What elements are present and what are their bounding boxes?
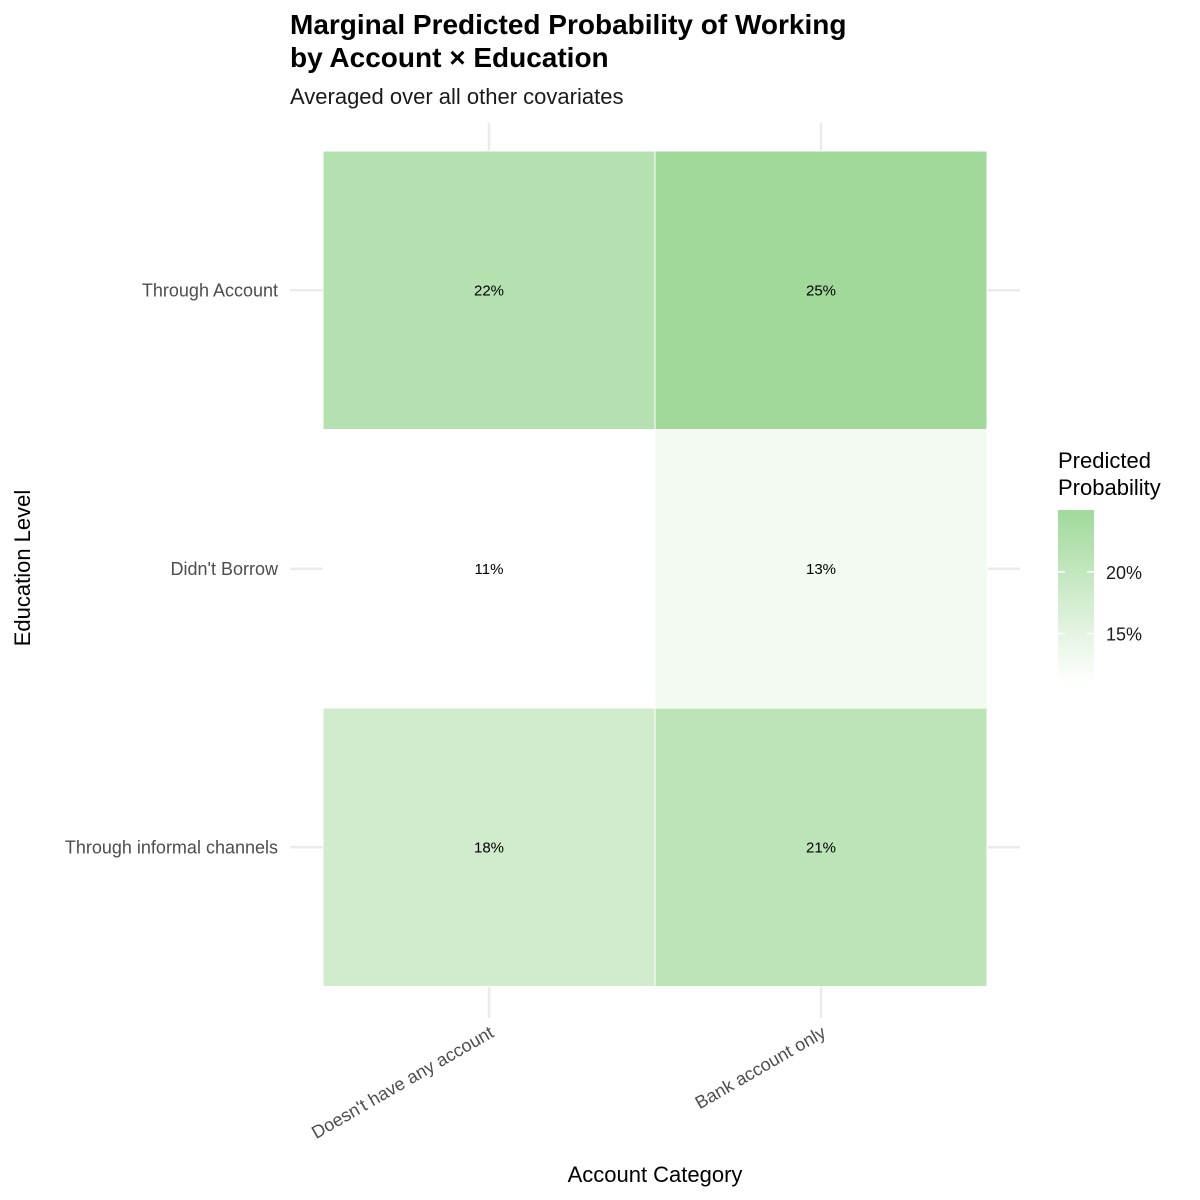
y-tick-label: Through informal channels: [65, 837, 278, 857]
cell-value-label: 25%: [806, 282, 836, 299]
cell-value-labels: 22% 25% 11% 13% 18% 21%: [474, 282, 836, 856]
legend-title-line-2: Probability: [1058, 475, 1161, 500]
heatmap-cells: [322, 150, 988, 987]
x-tick-label: Doesn't have any account: [308, 1022, 497, 1143]
cell-value-label: 18%: [474, 839, 504, 856]
heatmap-cell: [654, 429, 988, 709]
chart-title-line-2: by Account × Education: [290, 42, 609, 73]
legend: Predicted Probability 20% 15%: [1058, 448, 1161, 683]
y-tick-label: Through Account: [142, 280, 278, 300]
y-tick-label: Didn't Borrow: [171, 559, 279, 579]
chart-title-line-1: Marginal Predicted Probability of Workin…: [290, 9, 846, 40]
x-axis-title: Account Category: [568, 1162, 743, 1187]
heatmap-cell: [654, 707, 988, 987]
cell-value-label: 21%: [806, 839, 836, 856]
cell-value-label: 13%: [806, 561, 836, 578]
heatmap-cell: [654, 150, 988, 430]
y-tick-labels: Through Account Didn't Borrow Through info…: [65, 280, 279, 857]
cell-value-label: 11%: [475, 561, 504, 578]
cell-value-label: 22%: [474, 282, 504, 299]
heatmap-cell: [322, 429, 656, 709]
heatmap-cell: [322, 707, 656, 987]
x-tick-label: Bank account only: [692, 1022, 829, 1113]
y-axis-title: Education Level: [10, 490, 35, 647]
chart-subtitle: Averaged over all other covariates: [290, 84, 623, 109]
legend-colorbar: [1058, 510, 1094, 683]
legend-title-line-1: Predicted: [1058, 448, 1151, 473]
heatmap-cell: [322, 150, 656, 430]
x-tick-labels: Doesn't have any account Bank account onl…: [308, 1022, 829, 1143]
legend-break-label: 15%: [1106, 625, 1142, 645]
legend-break-label: 20%: [1106, 563, 1142, 583]
